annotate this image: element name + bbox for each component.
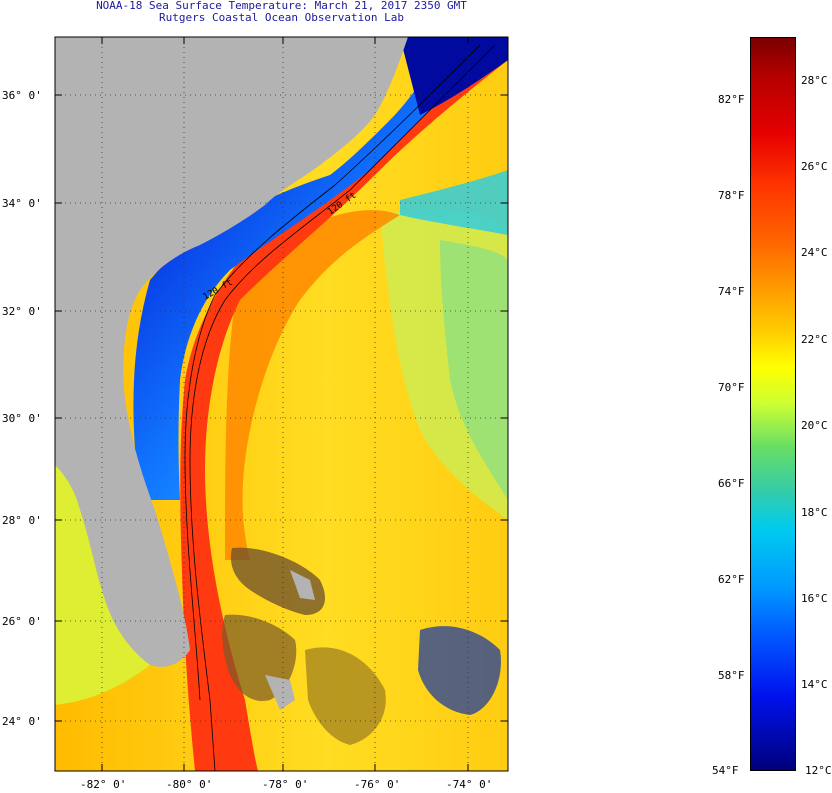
cool-offshore-patch bbox=[440, 240, 508, 500]
colorbar-fahrenheit-label: 58°F bbox=[718, 669, 745, 682]
colorbar-celsius-label: 14°C bbox=[801, 678, 828, 691]
graticule bbox=[55, 37, 508, 771]
axis-ticks bbox=[55, 37, 508, 771]
colorbar-fahrenheit-label: 62°F bbox=[718, 573, 745, 586]
latitude-label: 24° 0' bbox=[2, 715, 42, 728]
bahamas-bank bbox=[305, 647, 386, 745]
map-subtitle: Rutgers Coastal Ocean Observation Lab bbox=[158, 11, 405, 24]
latitude-label: 34° 0' bbox=[2, 197, 42, 210]
colorbar-celsius-label: 12°C bbox=[805, 764, 832, 777]
longitude-label: -76° 0' bbox=[354, 778, 401, 791]
colorbar-celsius-label: 22°C bbox=[801, 333, 828, 346]
cloud-patch bbox=[418, 626, 501, 715]
latitude-label: 32° 0' bbox=[2, 305, 42, 318]
latitude-label: 26° 0' bbox=[2, 615, 42, 628]
colorbar-celsius-label: 28°C bbox=[801, 74, 828, 87]
latitude-label: 36° 0' bbox=[2, 89, 42, 102]
colorbar-celsius-label: 24°C bbox=[801, 246, 828, 259]
longitude-label: -80° 0' bbox=[166, 778, 213, 791]
map-frame bbox=[54, 36, 509, 772]
isobath-contour bbox=[184, 44, 481, 701]
gulf-of-mexico-water bbox=[55, 465, 150, 705]
longitude-label: -78° 0' bbox=[262, 778, 309, 791]
warm-eddy bbox=[225, 210, 400, 560]
land-mainland bbox=[55, 37, 408, 667]
colorbar-celsius-label: 18°C bbox=[801, 506, 828, 519]
temperature-colorbar bbox=[750, 37, 796, 771]
longitude-label: -74° 0' bbox=[446, 778, 493, 791]
cold-northern-water bbox=[400, 37, 508, 115]
colorbar-fahrenheit-label: 74°F bbox=[718, 285, 745, 298]
colorbar-celsius-label: 20°C bbox=[801, 419, 828, 432]
longitude-label: -82° 0' bbox=[80, 778, 127, 791]
latitude-label: 30° 0' bbox=[2, 412, 42, 425]
colorbar-fahrenheit-label: 54°F bbox=[712, 764, 739, 777]
colorbar-celsius-label: 26°C bbox=[801, 160, 828, 173]
cool-offshore-patch bbox=[400, 170, 508, 235]
isobath-contour bbox=[189, 44, 496, 771]
latitude-label: 28° 0' bbox=[2, 514, 42, 527]
island bbox=[265, 675, 295, 710]
colorbar-fahrenheit-label: 66°F bbox=[718, 477, 745, 490]
colorbar-fahrenheit-label: 70°F bbox=[718, 381, 745, 394]
colorbar-fahrenheit-label: 82°F bbox=[718, 93, 745, 106]
map-title: NOAA-18 Sea Surface Temperature: March 2… bbox=[96, 0, 467, 12]
cold-shelf-water bbox=[133, 37, 508, 500]
colorbar-fahrenheit-label: 78°F bbox=[718, 189, 745, 202]
island bbox=[290, 570, 315, 600]
colorbar-celsius-label: 16°C bbox=[801, 592, 828, 605]
